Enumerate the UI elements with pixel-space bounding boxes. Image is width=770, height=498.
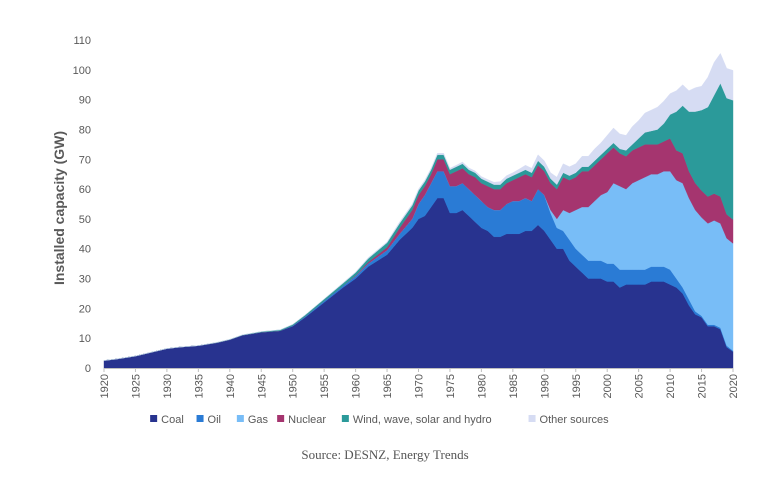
y-tick-label: 30 — [79, 274, 91, 286]
legend-label: Coal — [161, 414, 184, 426]
x-tick-label: 1970 — [414, 374, 426, 398]
x-tick-label: 1990 — [539, 374, 551, 398]
x-tick-label: 1940 — [225, 374, 237, 398]
y-axis-title: Installed capacity (GW) — [51, 131, 67, 285]
source-note: Source: DESNZ, Energy Trends — [301, 447, 469, 462]
x-tick-label: 1935 — [193, 374, 205, 398]
x-tick-label: 2005 — [634, 374, 646, 398]
x-tick-label: 2015 — [697, 374, 709, 398]
x-tick-label: 2020 — [728, 374, 740, 398]
x-tick-label: 1920 — [99, 374, 111, 398]
legend-swatch — [236, 415, 244, 422]
legend-label: Nuclear — [288, 414, 326, 426]
x-tick-label: 2010 — [665, 374, 677, 398]
x-tick-label: 1930 — [162, 374, 174, 398]
x-tick-label: 1955 — [319, 374, 331, 398]
x-tick-label: 1945 — [256, 374, 268, 398]
y-tick-label: 90 — [79, 95, 91, 107]
x-tick-label: 1960 — [351, 374, 363, 398]
y-tick-label: 80 — [79, 124, 91, 136]
legend-swatch — [150, 415, 158, 422]
y-tick-label: 70 — [79, 154, 91, 166]
x-tick-label: 1950 — [288, 374, 300, 398]
y-tick-label: 20 — [79, 303, 91, 315]
y-tick-label: 40 — [79, 244, 91, 256]
legend-label: Gas — [248, 414, 269, 426]
y-tick-label: 10 — [79, 333, 91, 345]
y-tick-label: 100 — [73, 65, 91, 77]
legend-swatch — [341, 415, 349, 422]
x-tick-label: 1995 — [571, 374, 583, 398]
legend-label: Other sources — [540, 414, 610, 426]
y-tick-label: 0 — [85, 363, 91, 375]
x-tick-label: 1975 — [445, 374, 457, 398]
x-tick-label: 1985 — [508, 374, 520, 398]
y-tick-label: 60 — [79, 184, 91, 196]
x-tick-label: 1925 — [130, 374, 142, 398]
x-tick-label: 1965 — [382, 374, 394, 398]
legend-swatch — [528, 415, 536, 422]
legend-label: Wind, wave, solar and hydro — [353, 414, 492, 426]
legend-swatch — [196, 415, 204, 422]
area-other-sources — [103, 53, 734, 361]
legend-label: Oil — [208, 414, 221, 426]
y-tick-label: 110 — [73, 35, 91, 47]
x-tick-label: 1980 — [476, 374, 488, 398]
legend-swatch — [277, 415, 285, 422]
y-tick-label: 50 — [79, 214, 91, 226]
x-tick-label: 2000 — [602, 374, 614, 398]
